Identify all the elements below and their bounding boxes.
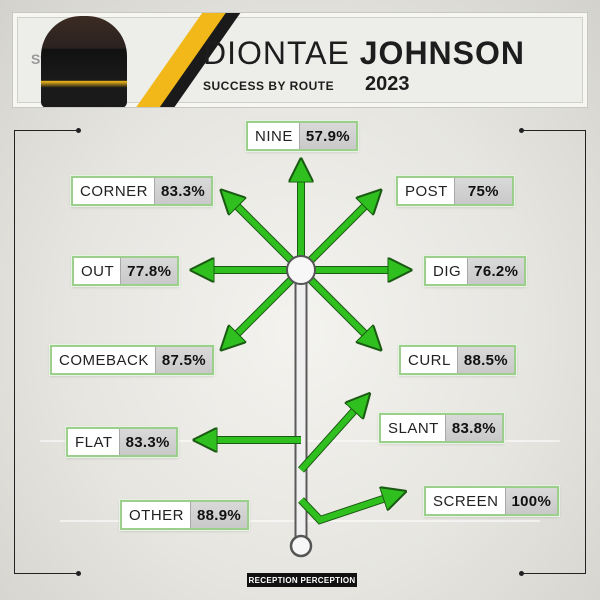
route-name: POST [398, 178, 454, 204]
route-percentage: 88.9% [190, 502, 248, 528]
route-label-nine: NINE 57.9% [246, 121, 358, 151]
route-percentage: 77.8% [120, 258, 178, 284]
route-name: SLANT [381, 415, 445, 441]
route-name: CORNER [73, 178, 155, 204]
route-name: OTHER [122, 502, 190, 528]
route-label-comeback: COMEBACK 87.5% [50, 345, 214, 375]
route-slant-arrow [298, 402, 362, 473]
route-label-curl: CURL 88.5% [399, 345, 516, 375]
route-label-corner: CORNER 83.3% [71, 176, 214, 206]
right-bracket [522, 130, 586, 574]
bracket-dot [76, 571, 81, 576]
route-screen-arrow [298, 495, 395, 524]
route-curl-arrow [298, 267, 373, 342]
route-name: OUT [74, 258, 121, 284]
left-bracket [14, 130, 78, 574]
route-percentage: 88.5% [456, 347, 514, 373]
route-name: FLAT [68, 429, 119, 455]
route-percentage: 83.3% [118, 429, 176, 455]
player-name: DIONTAE JOHNSON [203, 35, 525, 72]
route-label-screen: SCREEN 100% [424, 486, 560, 516]
route-name: SCREEN [426, 488, 505, 514]
route-start-circle [289, 534, 313, 558]
route-label-post: POST 75% [396, 176, 514, 206]
route-comeback-arrow [229, 267, 304, 342]
route-name: DIG [426, 258, 468, 284]
route-label-other: OTHER 88.9% [120, 500, 250, 530]
route-label-slant: SLANT 83.8% [379, 413, 504, 443]
bracket-dot [76, 128, 81, 133]
player-first-name: DIONTAE [203, 35, 350, 71]
route-percentage: 83.3% [154, 178, 212, 204]
route-percentage: 75% [453, 178, 512, 204]
route-post-arrow [298, 198, 373, 273]
route-percentage: 83.8% [444, 415, 502, 441]
route-hub [286, 255, 316, 285]
player-last-name: JOHNSON [359, 35, 525, 71]
route-percentage: 76.2% [467, 258, 525, 284]
bracket-dot [519, 128, 524, 133]
route-name: CURL [401, 347, 457, 373]
route-percentage: 87.5% [154, 347, 212, 373]
player-photo [41, 16, 127, 107]
route-corner-arrow [229, 198, 304, 273]
route-percentage: 57.9% [298, 123, 356, 149]
route-label-out: OUT 77.8% [72, 256, 180, 286]
bracket-dot [519, 571, 524, 576]
reception-perception-logo: RECEPTION PERCEPTION [247, 573, 357, 587]
route-name: NINE [248, 123, 299, 149]
route-label-flat: FLAT 83.3% [66, 427, 178, 457]
header-banner: Steelers DIONTAE JOHNSON SUCCESS BY ROUT… [12, 12, 588, 108]
subtitle: SUCCESS BY ROUTE [203, 79, 335, 93]
route-label-dig: DIG 76.2% [424, 256, 527, 286]
season-year: 2023 [365, 73, 410, 95]
route-name: COMEBACK [52, 347, 155, 373]
route-percentage: 100% [504, 488, 558, 514]
